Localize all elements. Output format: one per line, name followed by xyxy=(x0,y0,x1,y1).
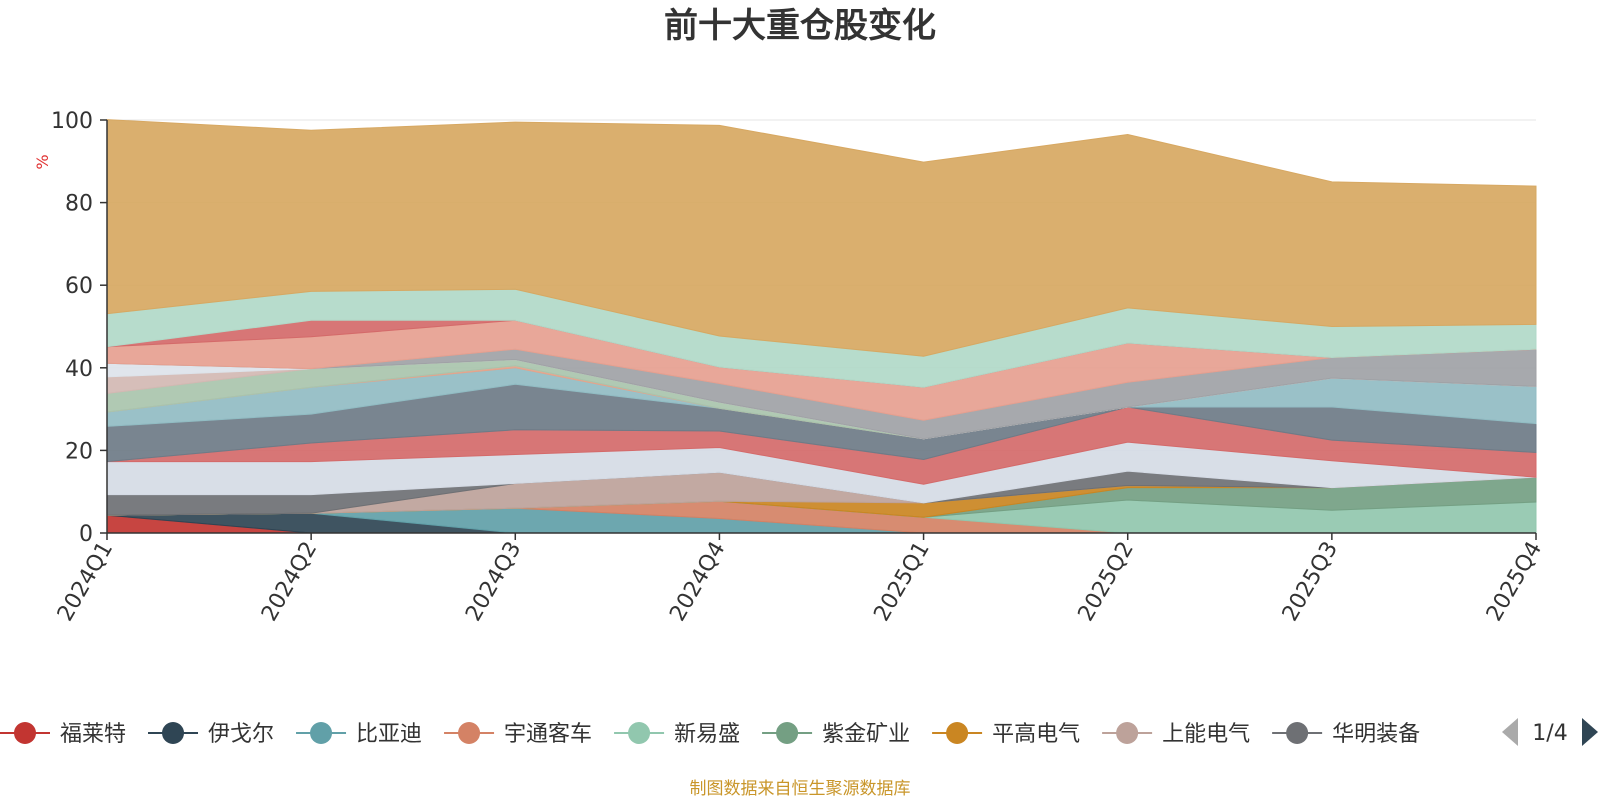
x-tick-label: 2025Q4 xyxy=(1482,538,1547,626)
legend-label: 上能电气 xyxy=(1162,722,1250,747)
legend-item[interactable]: 平高电气 xyxy=(932,722,1080,747)
legend-item[interactable]: 宇通客车 xyxy=(444,722,592,747)
y-axis-ticks: 0 20 40 60 80 100 xyxy=(51,109,107,547)
legend-item[interactable]: 比亚迪 xyxy=(296,722,422,747)
y-tick-label: 80 xyxy=(65,192,93,217)
legend-item[interactable]: 新易盛 xyxy=(614,722,740,747)
legend-marker-icon xyxy=(1286,722,1309,744)
legend-marker-icon xyxy=(458,722,481,744)
legend-label: 平高电气 xyxy=(992,722,1080,747)
x-tick-label: 2024Q3 xyxy=(461,538,526,626)
x-axis-ticks: 2024Q1 2024Q2 2024Q3 2024Q4 2025Q1 2025Q2 2025… xyxy=(53,533,1547,626)
axes xyxy=(106,120,1536,534)
legend-label: 华明装备 xyxy=(1332,722,1420,747)
legend-marker-icon xyxy=(946,722,969,744)
stacked-areas xyxy=(106,119,1537,534)
triangle-right-icon[interactable] xyxy=(1582,718,1598,746)
x-tick-label: 2025Q2 xyxy=(1074,538,1139,626)
y-tick-label: 100 xyxy=(51,109,93,134)
x-tick-label: 2024Q1 xyxy=(53,538,118,626)
y-tick-label: 60 xyxy=(65,274,93,299)
triangle-left-icon[interactable] xyxy=(1502,718,1518,746)
legend-marker-icon xyxy=(1116,722,1139,744)
y-axis-unit-label: % xyxy=(33,154,52,169)
legend-marker-icon xyxy=(628,722,651,744)
legend-label: 宇通客车 xyxy=(504,722,592,747)
legend-label: 福莱特 xyxy=(60,722,126,747)
source-note: 制图数据来自恒生聚源数据库 xyxy=(690,779,911,799)
y-tick-label: 0 xyxy=(79,522,93,547)
legend-item[interactable]: 伊戈尔 xyxy=(148,722,274,747)
x-tick-label: 2024Q4 xyxy=(665,538,730,626)
legend-label: 比亚迪 xyxy=(356,722,422,747)
series-area-22 xyxy=(106,119,1537,357)
chart-title: 前十大重仓股变化 xyxy=(664,6,936,46)
legend-item[interactable]: 华明装备 xyxy=(1272,722,1420,747)
legend-marker-icon xyxy=(310,722,333,744)
y-tick-label: 40 xyxy=(65,357,93,382)
legend-label: 伊戈尔 xyxy=(208,722,274,747)
legend-label: 紫金矿业 xyxy=(822,722,910,747)
x-tick-label: 2025Q1 xyxy=(869,538,934,626)
y-tick-label: 20 xyxy=(65,439,93,464)
x-tick-label: 2024Q2 xyxy=(257,538,322,626)
legend-marker-icon xyxy=(776,722,799,744)
legend-marker-icon xyxy=(14,722,36,744)
legend-item[interactable]: 紫金矿业 xyxy=(762,722,910,747)
legend-label: 新易盛 xyxy=(674,722,740,747)
legend-item[interactable]: 上能电气 xyxy=(1102,722,1250,747)
legend-pager: 1/4 xyxy=(1502,718,1598,746)
legend-marker-icon xyxy=(162,722,185,744)
legend-item[interactable]: 福莱特 xyxy=(0,722,126,747)
legend-page-indicator: 1/4 xyxy=(1532,721,1567,746)
x-tick-label: 2025Q3 xyxy=(1278,538,1343,626)
legend: 福莱特 伊戈尔 比亚迪 宇通客车 新易盛 紫金矿业 平高电气 上能电气 华明装备 xyxy=(0,722,1420,747)
